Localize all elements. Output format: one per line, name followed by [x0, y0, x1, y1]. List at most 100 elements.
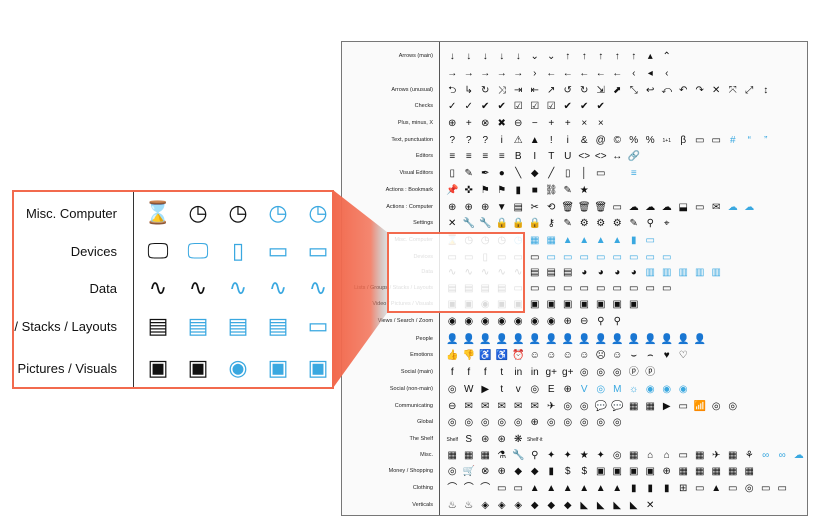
- icon-glyph-icon[interactable]: ▭: [645, 235, 655, 246]
- icon-glyph-icon[interactable]: ✔: [497, 101, 506, 112]
- icon-glyph-icon[interactable]: ▣: [612, 299, 622, 310]
- icon-glyph-icon[interactable]: 💬: [594, 401, 607, 412]
- icon-glyph-icon[interactable]: ☺: [546, 350, 557, 361]
- icon-glyph-icon[interactable]: ▭: [678, 450, 688, 461]
- icon-glyph-icon[interactable]: ?: [482, 135, 489, 146]
- icon-glyph-icon[interactable]: ↓: [499, 51, 505, 62]
- icon-glyph-icon[interactable]: v: [515, 384, 521, 395]
- icon-glyph-icon[interactable]: ←: [579, 68, 590, 79]
- icon-glyph-icon[interactable]: ●: [498, 168, 505, 179]
- icon-glyph-icon[interactable]: ◷: [228, 200, 248, 225]
- icon-glyph-icon[interactable]: ◉: [662, 384, 672, 395]
- icon-glyph-icon[interactable]: ◣: [613, 500, 622, 511]
- icon-glyph-icon[interactable]: ⇥: [514, 85, 523, 96]
- icon-glyph-icon[interactable]: ◈: [481, 500, 490, 511]
- icon-glyph-icon[interactable]: t: [500, 367, 504, 378]
- icon-glyph-icon[interactable]: ⚷: [547, 218, 555, 229]
- icon-glyph-icon[interactable]: ▥: [711, 267, 721, 278]
- icon-glyph-icon[interactable]: S: [465, 434, 473, 445]
- icon-glyph-icon[interactable]: 👤: [660, 334, 673, 345]
- icon-glyph-icon[interactable]: ⊕: [563, 316, 572, 327]
- icon-glyph-icon[interactable]: ⌂: [647, 450, 654, 461]
- icon-glyph-icon[interactable]: ▴: [647, 51, 653, 62]
- icon-glyph-icon[interactable]: ◎: [546, 417, 556, 428]
- icon-glyph-icon[interactable]: ↕: [763, 85, 769, 96]
- icon-glyph-icon[interactable]: ×: [597, 118, 604, 129]
- icon-glyph-icon[interactable]: ▭: [563, 252, 573, 263]
- icon-glyph-icon[interactable]: ✈: [712, 450, 721, 461]
- icon-glyph-icon[interactable]: ”: [764, 135, 768, 146]
- icon-glyph-icon[interactable]: ☺: [579, 350, 590, 361]
- icon-glyph-icon[interactable]: ▭: [307, 313, 329, 338]
- icon-glyph-icon[interactable]: ▲: [579, 483, 590, 494]
- icon-glyph-icon[interactable]: ‹: [665, 68, 669, 79]
- icon-glyph-icon[interactable]: ▣: [267, 355, 289, 380]
- icon-glyph-icon[interactable]: ◆: [530, 168, 539, 179]
- icon-glyph-icon[interactable]: ↷: [695, 85, 704, 96]
- icon-glyph-icon[interactable]: ▦: [546, 235, 556, 246]
- icon-glyph-icon[interactable]: β: [680, 135, 687, 146]
- icon-glyph-icon[interactable]: ↳: [464, 85, 473, 96]
- icon-glyph-icon[interactable]: ◎: [447, 417, 457, 428]
- icon-glyph-icon[interactable]: ☺: [529, 350, 540, 361]
- icon-glyph-icon[interactable]: ⌛: [144, 200, 172, 225]
- icon-glyph-icon[interactable]: B: [514, 151, 522, 162]
- icon-glyph-icon[interactable]: #: [729, 135, 736, 146]
- icon-glyph-icon[interactable]: ☁: [793, 450, 804, 461]
- icon-glyph-icon[interactable]: ⌂: [663, 450, 670, 461]
- icon-glyph-icon[interactable]: ↑: [565, 51, 571, 62]
- icon-glyph-icon[interactable]: ✕: [646, 500, 655, 511]
- icon-glyph-icon[interactable]: ▭: [777, 483, 787, 494]
- icon-glyph-icon[interactable]: ▭: [629, 283, 639, 294]
- icon-glyph-icon[interactable]: ?: [449, 135, 456, 146]
- icon-glyph-icon[interactable]: ▯: [231, 238, 245, 263]
- icon-glyph-icon[interactable]: ›: [533, 68, 537, 79]
- icon-glyph-icon[interactable]: ✔: [596, 101, 605, 112]
- icon-glyph-icon[interactable]: ©: [613, 135, 621, 146]
- icon-glyph-icon[interactable]: ▭: [267, 238, 289, 263]
- icon-glyph-icon[interactable]: ▤: [227, 313, 249, 338]
- icon-glyph-icon[interactable]: →: [463, 68, 474, 79]
- icon-glyph-icon[interactable]: in: [514, 367, 523, 378]
- icon-glyph-icon[interactable]: 🖵: [187, 238, 209, 263]
- icon-glyph-icon[interactable]: ↑: [598, 51, 604, 62]
- icon-glyph-icon[interactable]: <>: [594, 151, 607, 162]
- icon-glyph-icon[interactable]: ☺: [562, 350, 573, 361]
- icon-glyph-icon[interactable]: ▲: [612, 483, 623, 494]
- icon-glyph-icon[interactable]: <>: [578, 151, 591, 162]
- icon-glyph-icon[interactable]: f: [450, 367, 454, 378]
- icon-glyph-icon[interactable]: ▦: [530, 235, 540, 246]
- icon-glyph-icon[interactable]: ◎: [612, 367, 622, 378]
- icon-glyph-icon[interactable]: W: [464, 384, 474, 395]
- icon-glyph-icon[interactable]: ⌒: [447, 483, 458, 494]
- icon-glyph-icon[interactable]: ▭: [695, 483, 705, 494]
- icon-glyph-icon[interactable]: g+: [562, 367, 574, 378]
- icon-glyph-icon[interactable]: ◣: [596, 500, 605, 511]
- icon-glyph-icon[interactable]: ⚲: [531, 450, 539, 461]
- icon-glyph-icon[interactable]: ←: [562, 68, 573, 79]
- icon-glyph-icon[interactable]: ⌒: [480, 483, 491, 494]
- icon-glyph-icon[interactable]: ▣: [187, 355, 209, 380]
- icon-glyph-icon[interactable]: !: [549, 135, 553, 146]
- icon-glyph-icon[interactable]: ▣: [629, 299, 639, 310]
- icon-glyph-icon[interactable]: 🔗: [627, 151, 640, 162]
- icon-glyph-icon[interactable]: 🔧: [479, 218, 492, 229]
- icon-glyph-icon[interactable]: ☁: [727, 202, 738, 213]
- icon-glyph-icon[interactable]: ✉: [464, 401, 473, 412]
- icon-glyph-icon[interactable]: ⛓: [544, 185, 558, 196]
- icon-glyph-icon[interactable]: ▣: [563, 299, 573, 310]
- icon-glyph-icon[interactable]: ▮: [647, 483, 653, 494]
- icon-glyph-icon[interactable]: ▭: [530, 252, 540, 263]
- icon-glyph-icon[interactable]: ⚑: [480, 185, 490, 196]
- icon-glyph-icon[interactable]: i: [500, 135, 503, 146]
- icon-glyph-icon[interactable]: ◈: [497, 500, 506, 511]
- icon-glyph-icon[interactable]: 👤: [479, 334, 492, 345]
- icon-glyph-icon[interactable]: ▭: [513, 483, 523, 494]
- icon-glyph-icon[interactable]: ⓟ: [628, 367, 639, 378]
- icon-glyph-icon[interactable]: ▭: [563, 283, 573, 294]
- icon-glyph-icon[interactable]: ◉: [464, 316, 474, 327]
- icon-glyph-icon[interactable]: ▲: [562, 235, 573, 246]
- icon-glyph-icon[interactable]: ▦: [728, 450, 738, 461]
- icon-glyph-icon[interactable]: ▲: [595, 483, 606, 494]
- icon-glyph-icon[interactable]: ⚲: [613, 316, 621, 327]
